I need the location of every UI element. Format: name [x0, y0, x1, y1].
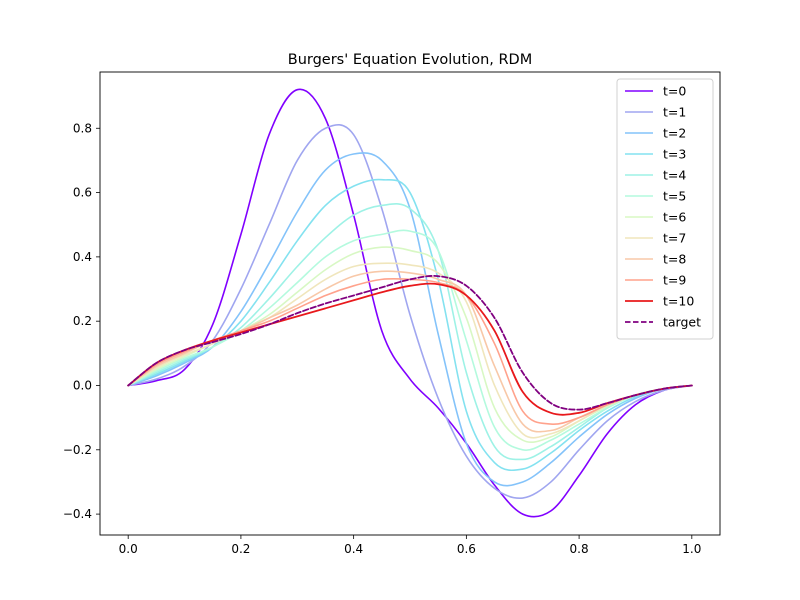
- y-tick-label: −0.2: [63, 443, 92, 457]
- legend-label-10: t=10: [663, 294, 694, 309]
- x-tick-label: 0.4: [344, 542, 363, 556]
- y-tick-label: 0.0: [73, 378, 92, 392]
- y-tick-label: −0.4: [63, 507, 92, 521]
- series-line-11: [127, 275, 693, 411]
- series-line-5: [127, 229, 693, 451]
- legend-label-6: t=6: [663, 210, 686, 225]
- legend-label-1: t=1: [663, 105, 686, 120]
- chart-title: Burgers' Equation Evolution, RDM: [288, 52, 532, 68]
- series-line-2: [127, 152, 693, 487]
- series-line-1: [127, 124, 693, 500]
- legend-label-5: t=5: [663, 189, 686, 204]
- y-tick-label: 0.6: [73, 186, 92, 200]
- y-tick-label: 0.4: [73, 250, 92, 264]
- x-tick-label: 0.2: [231, 542, 250, 556]
- x-tick-label: 1.0: [682, 542, 701, 556]
- legend-label-11: target: [663, 315, 701, 330]
- series-line-0: [127, 88, 693, 518]
- legend-label-7: t=7: [663, 231, 686, 246]
- legend-label-9: t=9: [663, 273, 686, 288]
- legend-label-8: t=8: [663, 252, 686, 267]
- y-tick-label: 0.2: [73, 314, 92, 328]
- legend-label-4: t=4: [663, 168, 686, 183]
- legend: t=0 t=1 t=2 t=3 t=4 t=5 t=6 t=7 t=8 t=9 t=10 target: [616, 78, 714, 340]
- legend-box: [616, 78, 714, 340]
- legend-label-2: t=2: [663, 126, 686, 141]
- x-tick-label: 0.8: [570, 542, 589, 556]
- x-axis: 0.0 0.2 0.4 0.6 0.8 1.0: [119, 535, 701, 556]
- x-tick-label: 0.6: [457, 542, 476, 556]
- series-layer: [127, 88, 693, 518]
- legend-label-0: t=0: [663, 84, 686, 99]
- series-line-4: [127, 203, 693, 461]
- y-tick-label: 0.8: [73, 121, 92, 135]
- legend-label-3: t=3: [663, 147, 686, 162]
- y-axis: −0.4 −0.2 0.0 0.2 0.4 0.6 0.8: [63, 121, 100, 521]
- plot-frame: [99, 71, 721, 536]
- x-tick-label: 0.0: [119, 542, 138, 556]
